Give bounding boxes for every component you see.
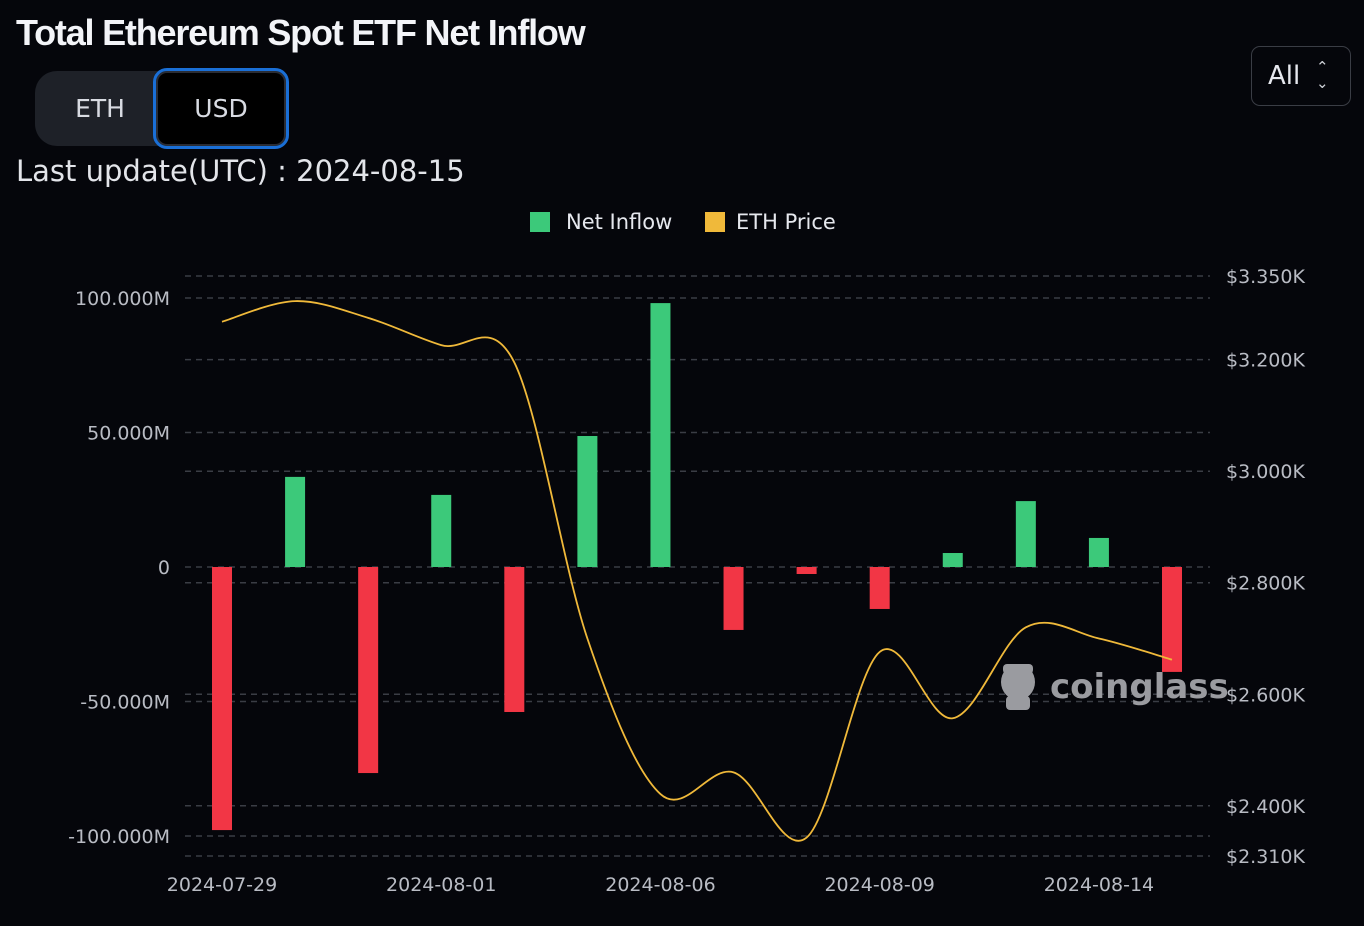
x-tick-label: 2024-07-29 bbox=[167, 874, 277, 896]
range-select[interactable]: All ⌃ ⌄ bbox=[1251, 46, 1351, 106]
last-update: Last update(UTC) : 2024-08-15 bbox=[16, 154, 465, 188]
right-tick-label: $3.000K bbox=[1226, 461, 1305, 483]
right-tick-label: $2.800K bbox=[1226, 573, 1305, 595]
x-tick-label: 2024-08-01 bbox=[386, 874, 496, 896]
x-tick-label: 2024-08-09 bbox=[824, 874, 934, 896]
legend-swatch-eth-price bbox=[705, 212, 725, 232]
bar-2024-08-08[interactable] bbox=[796, 567, 817, 574]
bar-2024-08-13[interactable] bbox=[1015, 501, 1036, 567]
legend-net-inflow: Net Inflow bbox=[566, 210, 672, 234]
bar-2024-08-07[interactable] bbox=[723, 567, 744, 630]
page-title: Total Ethereum Spot ETF Net Inflow bbox=[16, 12, 586, 53]
right-tick-label: $3.350K bbox=[1226, 266, 1305, 288]
watermark-text: coinglass bbox=[1050, 667, 1229, 707]
bar-2024-08-05[interactable] bbox=[577, 435, 598, 567]
right-tick-label: $2.600K bbox=[1226, 684, 1305, 706]
bar-2024-07-31[interactable] bbox=[358, 567, 379, 774]
right-tick-label: $2.310K bbox=[1226, 846, 1305, 868]
bar-2024-07-30[interactable] bbox=[285, 476, 306, 567]
legend: Net Inflow ETH Price bbox=[530, 210, 836, 234]
legend-swatch-net-inflow bbox=[530, 212, 550, 232]
eth-price-line bbox=[221, 300, 1173, 842]
chevron-up-down-icon: ⌃ ⌄ bbox=[1316, 58, 1329, 92]
watermark-logo-icon bbox=[1001, 664, 1035, 710]
bar-2024-08-01[interactable] bbox=[431, 494, 452, 567]
range-value: All bbox=[1268, 61, 1301, 91]
toggle-usd[interactable]: USD bbox=[153, 68, 289, 149]
toggle-eth[interactable]: ETH bbox=[75, 94, 125, 123]
bar-2024-08-14[interactable] bbox=[1088, 537, 1109, 567]
right-tick-label: $2.400K bbox=[1226, 796, 1305, 818]
bar-2024-08-12[interactable] bbox=[942, 553, 963, 567]
left-tick-label: 100.000M bbox=[75, 288, 170, 310]
left-tick-label: 0 bbox=[158, 557, 170, 579]
legend-eth-price: ETH Price bbox=[736, 210, 836, 234]
bar-2024-08-15[interactable] bbox=[1162, 567, 1182, 672]
unit-toggle: ETH USD bbox=[35, 68, 289, 149]
left-tick-label: 50.000M bbox=[87, 423, 170, 445]
bar-2024-07-29[interactable] bbox=[212, 567, 232, 831]
bar-2024-08-02[interactable] bbox=[504, 567, 525, 712]
x-tick-label: 2024-08-06 bbox=[605, 874, 715, 896]
coinglass-watermark: coinglass bbox=[1001, 664, 1229, 710]
x-tick-label: 2024-08-14 bbox=[1044, 874, 1154, 896]
left-tick-label: -100.000M bbox=[68, 826, 170, 848]
bar-2024-08-06[interactable] bbox=[650, 303, 671, 567]
bar-2024-08-09[interactable] bbox=[869, 567, 890, 609]
right-tick-label: $3.200K bbox=[1226, 350, 1305, 372]
left-tick-label: -50.000M bbox=[80, 692, 170, 714]
